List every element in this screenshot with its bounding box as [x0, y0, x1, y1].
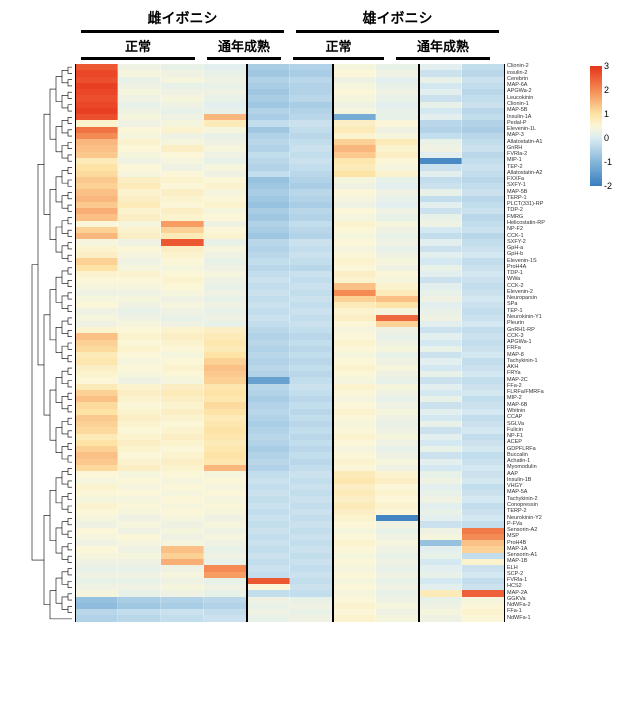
- heatmap-cell: [247, 615, 290, 621]
- column-group-label: 正常: [287, 36, 390, 55]
- column-separator: [332, 64, 334, 622]
- heatmap-cell: [419, 615, 462, 621]
- column-group-label: 雌イボニシ: [75, 8, 290, 28]
- column-group: 正常: [75, 36, 201, 60]
- heatmap-cell: [290, 615, 333, 621]
- color-legend: -2-10123: [590, 66, 620, 191]
- column-group-label: 通年成熟: [390, 36, 496, 55]
- legend-tick: -2: [604, 181, 612, 191]
- row-dendrogram: [4, 64, 72, 622]
- heatmap-cell: [376, 615, 419, 621]
- column-group: 雄イボニシ: [290, 8, 505, 33]
- column-group: 通年成熟: [390, 36, 496, 60]
- column-separator: [418, 64, 420, 622]
- legend-tick: -1: [604, 157, 612, 167]
- legend-tick: 0: [604, 133, 609, 143]
- column-separator: [246, 64, 248, 622]
- heatmap-cell: [75, 615, 118, 621]
- column-group: 通年成熟: [201, 36, 287, 60]
- column-header-groups: 雌イボニシ雄イボニシ 正常通年成熟正常通年成熟: [75, 8, 505, 58]
- row-labels: Clionin-2insulin-2CerebrinMAP-6AAPGWa-2L…: [507, 64, 585, 622]
- heatmap-cell: [204, 615, 247, 621]
- heatmap-cell: [118, 615, 161, 621]
- column-group: 雌イボニシ: [75, 8, 290, 33]
- heatmap-cell: [462, 615, 505, 621]
- heatmap-cell: [161, 615, 204, 621]
- heatmap-row: [75, 615, 505, 621]
- legend-tick: 2: [604, 85, 609, 95]
- legend-tick: 1: [604, 109, 609, 119]
- column-group: 正常: [287, 36, 390, 60]
- legend-tick: 3: [604, 61, 609, 71]
- column-group-label: 正常: [75, 36, 201, 55]
- heatmap: [75, 64, 505, 622]
- heatmap-cell: [333, 615, 376, 621]
- column-group-label: 雄イボニシ: [290, 8, 505, 28]
- row-label: NdWFa-1: [507, 615, 585, 621]
- column-group-label: 通年成熟: [201, 36, 287, 55]
